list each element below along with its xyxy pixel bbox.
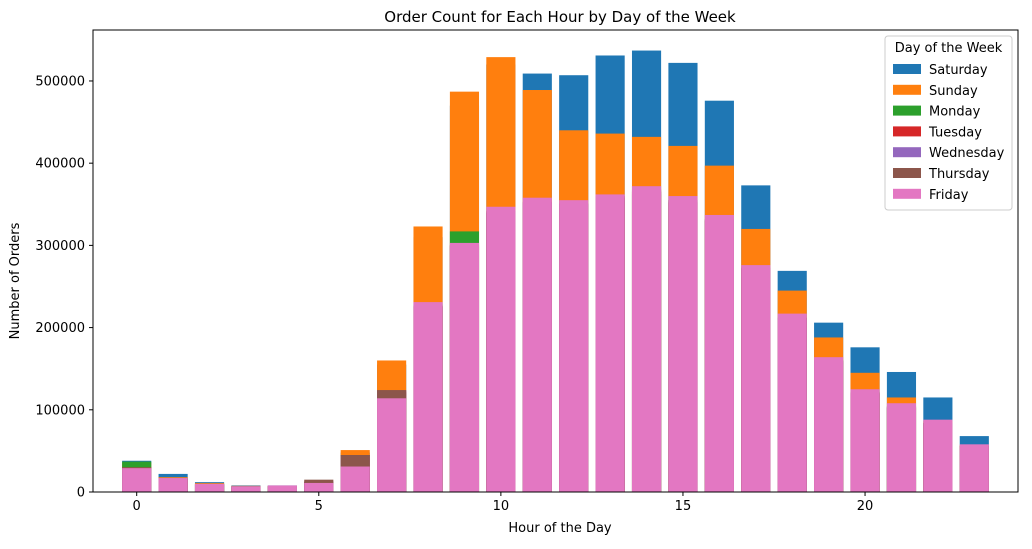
x-tick-label: 5	[315, 499, 323, 514]
legend-swatch-wednesday	[893, 147, 921, 158]
legend-swatch-sunday	[893, 84, 921, 95]
y-tick-label: 0	[77, 486, 85, 501]
x-tick-label: 15	[675, 499, 692, 514]
y-tick-label: 300000	[35, 239, 85, 254]
bar-friday-hour-22	[923, 419, 953, 492]
bar-friday-hour-20	[850, 389, 880, 492]
legend-box	[884, 35, 1013, 211]
y-tick-label: 200000	[35, 321, 85, 336]
x-tick-label: 0	[133, 499, 141, 514]
bar-friday-hour-18	[777, 313, 807, 492]
x-axis-label: Hour of the Day	[508, 521, 612, 536]
legend-swatch-saturday	[893, 64, 921, 74]
bar-friday-hour-0	[122, 468, 152, 492]
legend: Day of the Week Saturday Sunday Monday Tuesd…	[884, 35, 1013, 211]
bar-friday-hour-4	[267, 485, 297, 492]
bar-friday-hour-21	[886, 403, 917, 492]
legend-swatch-friday	[893, 188, 921, 199]
legend-label-thursday: Thursday	[928, 167, 990, 182]
legend-swatch-thursday	[893, 168, 921, 178]
plot-frame	[92, 29, 1019, 493]
bar-friday-hour-16	[704, 214, 734, 492]
bars-group	[122, 50, 989, 493]
bar-friday-hour-5	[304, 482, 334, 492]
bar-friday-hour-6	[340, 466, 370, 492]
legend-label-wednesday: Wednesday	[929, 146, 1005, 161]
y-tick-label: 400000	[35, 157, 85, 172]
bar-friday-hour-23	[959, 444, 989, 492]
bar-friday-hour-10	[486, 206, 516, 492]
bar-friday-hour-13	[595, 194, 625, 492]
bar-friday-hour-7	[377, 398, 407, 492]
x-tick-label: 10	[493, 499, 510, 514]
bar-friday-hour-1	[158, 478, 188, 492]
legend-label-friday: Friday	[929, 188, 969, 203]
legend-swatch-monday	[893, 105, 921, 116]
legend-title: Day of the Week	[895, 41, 1003, 56]
legend-label-saturday: Saturday	[929, 63, 988, 78]
legend-label-sunday: Sunday	[929, 84, 978, 99]
bar-friday-hour-19	[814, 357, 844, 492]
bar-friday-hour-3	[231, 486, 261, 492]
legend-label-tuesday: Tuesday	[928, 125, 982, 140]
y-tick-label: 100000	[35, 403, 85, 418]
x-tick-label: 20	[857, 499, 874, 514]
bar-friday-hour-8	[413, 302, 443, 492]
bar-friday-hour-9	[449, 242, 480, 492]
bar-friday-hour-17	[741, 265, 771, 492]
y-tick-label: 500000	[35, 74, 85, 89]
chart-title: Order Count for Each Hour by Day of the …	[384, 8, 736, 26]
legend-label-monday: Monday	[929, 105, 981, 120]
bar-friday-hour-15	[668, 196, 698, 492]
bar-friday-hour-14	[631, 186, 662, 492]
y-axis: 0 100000 200000 300000 400000 500000	[35, 74, 93, 501]
bar-friday-hour-2	[194, 483, 225, 492]
x-axis: 0 5 10 15 20	[133, 492, 874, 514]
bar-friday-hour-11	[522, 197, 552, 493]
bar-friday-hour-12	[559, 200, 589, 492]
y-axis-label: Number of Orders	[8, 222, 23, 339]
legend-swatch-tuesday	[893, 126, 921, 137]
